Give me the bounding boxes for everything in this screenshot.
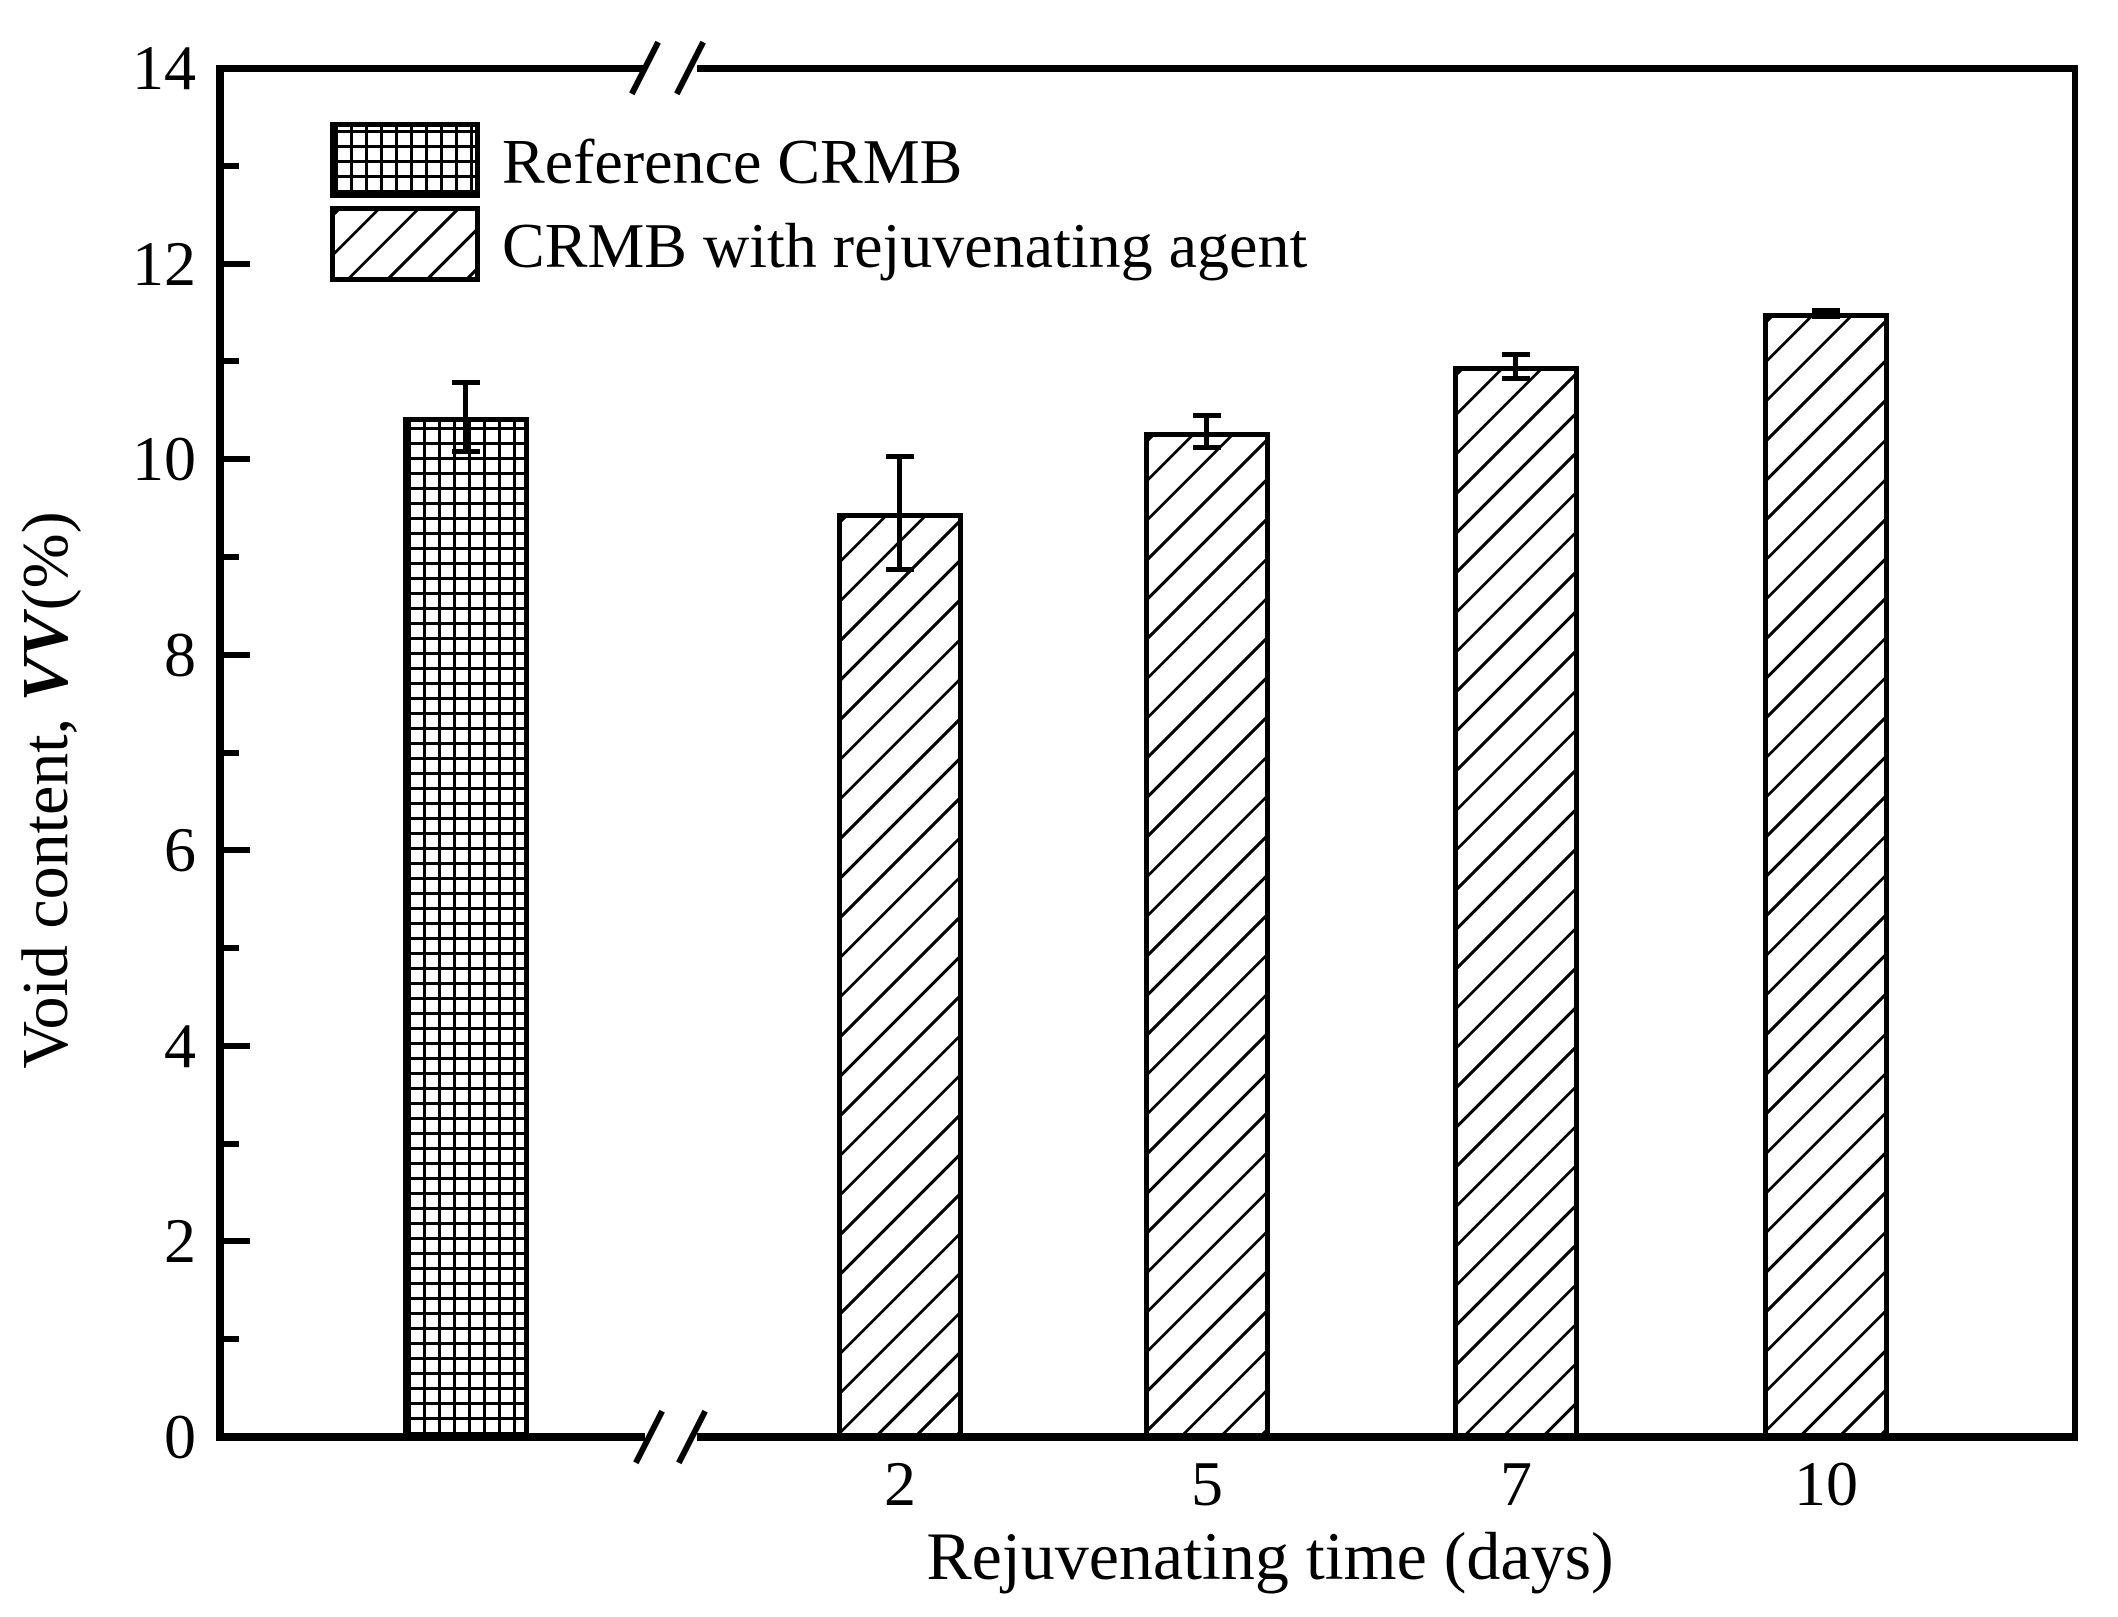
- top-axis-segment-left: [216, 65, 645, 72]
- y-major-tick: [224, 651, 250, 658]
- y-minor-tick: [224, 749, 239, 756]
- error-bar-cap: [886, 454, 914, 460]
- legend-swatch-diagonal-hatch: [330, 206, 480, 282]
- bar: [837, 512, 963, 1440]
- y-tick-label: 0: [164, 1401, 196, 1472]
- y-major-tick: [224, 1042, 250, 1049]
- y-axis-title: Void content, VV(%): [6, 290, 86, 1290]
- y-minor-tick: [224, 945, 239, 952]
- y-major-tick: [224, 1238, 250, 1245]
- x-tick-label: 10: [1794, 1448, 1858, 1519]
- error-bar-cap: [1812, 307, 1840, 313]
- error-bar: [897, 456, 902, 570]
- x-tick-label: 7: [1500, 1448, 1532, 1519]
- y-minor-tick: [224, 553, 239, 560]
- error-bar-cap: [1193, 445, 1221, 451]
- error-bar-cap: [452, 449, 480, 455]
- y-major-tick: [224, 847, 250, 854]
- error-bar: [1823, 309, 1828, 318]
- error-bar: [1204, 415, 1209, 449]
- legend-label: CRMB with rejuvenating agent: [502, 210, 1308, 281]
- x-axis-segment-left: [216, 1433, 645, 1441]
- right-axis-line: [2072, 65, 2078, 1441]
- error-bar: [463, 381, 468, 453]
- y-tick-label: 10: [132, 423, 196, 495]
- y-minor-tick: [224, 358, 239, 365]
- error-bar-cap: [1502, 376, 1530, 381]
- y-tick-label: 14: [132, 32, 196, 103]
- y-tick-label: 12: [132, 227, 196, 299]
- y-major-tick: [224, 456, 250, 463]
- y-tick-label: 8: [164, 618, 196, 690]
- error-bar-cap: [452, 379, 480, 385]
- error-bar-cap: [1193, 413, 1221, 419]
- y-tick-label: 2: [164, 1205, 196, 1277]
- x-axis-segment-right: [697, 1433, 2078, 1441]
- legend-swatch-crosshatch: [330, 122, 480, 198]
- error-bar-cap: [1502, 351, 1530, 357]
- top-axis-segment-right: [697, 65, 2078, 72]
- y-axis-title-italic: VV: [9, 613, 82, 702]
- bar: [1144, 431, 1270, 1440]
- error-bar-cap: [886, 566, 914, 572]
- y-tick-label: 6: [164, 814, 196, 886]
- y-minor-tick: [224, 162, 239, 169]
- y-minor-tick: [224, 1336, 239, 1343]
- y-major-tick: [224, 260, 250, 267]
- y-tick-label: 4: [164, 1009, 196, 1081]
- x-tick-label: 2: [884, 1448, 916, 1519]
- y-axis-title-suffix: (%): [9, 511, 82, 611]
- y-minor-tick: [224, 1140, 239, 1147]
- bar: [1453, 366, 1579, 1440]
- legend-label: Reference CRMB: [502, 126, 963, 197]
- x-tick-label: 5: [1191, 1448, 1223, 1519]
- y-axis-title-prefix: Void content,: [9, 701, 82, 1069]
- x-axis-title-text: Rejuvenating time (days): [926, 1518, 1614, 1594]
- bar: [403, 417, 529, 1440]
- error-bar-cap: [1812, 314, 1840, 320]
- x-axis-title: Rejuvenating time (days): [770, 1520, 1770, 1592]
- error-bar: [1513, 353, 1518, 379]
- bar: [1763, 313, 1889, 1440]
- y-axis-line: [216, 65, 224, 1441]
